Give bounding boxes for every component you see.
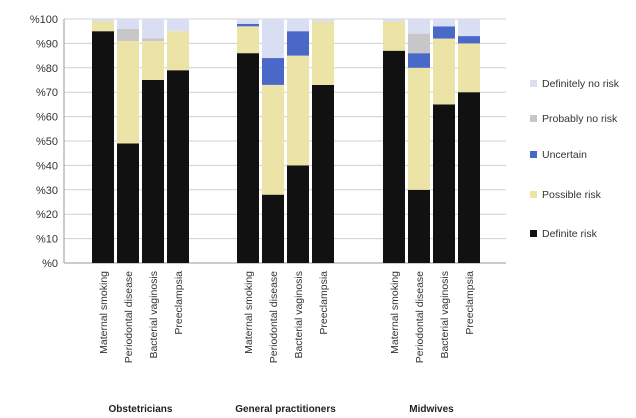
bar-segment-probably-no-risk [142,38,164,41]
bar-segment-possible-risk [142,40,164,80]
y-tick-label: %90 [36,38,58,50]
bar-segment-possible-risk [408,67,430,190]
bar-segment-uncertain [458,36,480,44]
bar-segment-definitely-no-risk [458,19,480,37]
group-label: General practitioners [235,404,336,415]
legend-swatch [530,151,537,158]
bar-segment-definitely-no-risk [312,19,334,22]
bar-segment-definitely-no-risk [262,19,284,59]
legend: Definitely no risk Probably no risk Uncert… [530,78,620,240]
bar-segment-uncertain [433,26,455,39]
bar-segment-definitely-no-risk [142,19,164,39]
legend-label: Definite risk [542,228,598,240]
category-label: Preeclampsia [173,271,185,335]
bar-segment-probably-no-risk [117,28,139,41]
category-label: Periodontal disease [414,271,426,363]
y-tick-label: %80 [36,63,58,75]
category-label: Maternal smoking [243,271,255,354]
legend-swatch [530,80,537,87]
y-tick-label: %10 [36,234,58,246]
category-label: Bacterial vaginosis [439,271,451,359]
bar-segment-possible-risk [237,26,259,54]
bar-segment-definite-risk [383,50,405,263]
bar-segment-definite-risk [117,143,139,263]
bar-segment-uncertain [287,31,309,56]
bar-segment-definite-risk [312,84,334,263]
y-tick-label: %30 [36,185,58,197]
y-tick-label: %70 [36,87,58,99]
bar-segment-definitely-no-risk [167,19,189,32]
bar-segment-definite-risk [237,53,259,263]
category-labels: Maternal smoking Periodontal disease Bacte… [98,271,476,363]
y-tick-label: %40 [36,160,58,172]
category-label: Preeclampsia [464,271,476,335]
bar-segment-possible-risk [458,43,480,93]
bar-segment-definite-risk [287,165,309,263]
bar-segment-definite-risk [92,31,114,264]
bar-segment-definite-risk [167,70,189,264]
group-label: Obstetricians [109,404,173,415]
category-label: Periodontal disease [268,271,280,363]
bar-segment-uncertain [262,58,284,85]
category-label: Maternal smoking [98,271,110,354]
bar-segment-definitely-no-risk [287,19,309,32]
legend-label: Uncertain [542,149,587,161]
bar-segment-possible-risk [383,21,405,51]
bar-segment-definitely-no-risk [433,19,455,27]
y-tick-label: %60 [36,112,58,124]
y-tick-label: %20 [36,209,58,221]
bar-segment-definitely-no-risk [383,19,405,22]
category-label: Preeclampsia [318,271,330,335]
legend-swatch [530,230,537,237]
bar-segment-possible-risk [262,84,284,195]
bar-segment-possible-risk [433,38,455,105]
group-label: Midwives [409,404,454,415]
legend-swatch [530,191,537,198]
bar-segment-uncertain [408,53,430,68]
category-label: Periodontal disease [123,271,135,363]
legend-swatch [530,115,537,122]
bar-segment-possible-risk [312,21,334,85]
group-labels: Obstetricians General practitioners Midwiv… [109,404,455,415]
bar-segment-possible-risk [92,21,114,32]
bar-segment-definite-risk [408,189,430,263]
bar-segment-possible-risk [287,55,309,166]
bar-segment-definite-risk [262,194,284,263]
y-tick-label: %100 [30,14,58,26]
legend-label: Definitely no risk [542,78,620,90]
bar-segment-possible-risk [117,40,139,144]
bar-segment-definite-risk [458,92,480,263]
category-label: Bacterial vaginosis [148,271,160,359]
bar-segment-definite-risk [433,104,455,264]
bar-segment-definitely-no-risk [92,19,114,22]
legend-label: Possible risk [542,189,602,201]
bar-segment-uncertain [237,23,259,27]
category-label: Bacterial vaginosis [293,271,305,359]
bar-segment-probably-no-risk [408,33,430,54]
y-tick-label: %50 [36,136,58,148]
bars [92,19,480,264]
legend-label: Probably no risk [542,113,618,125]
y-tick-label: %0 [42,258,58,270]
bar-segment-definitely-no-risk [408,19,430,34]
y-axis-ticks: %0 %10 %20 %30 %40 %50 %60 %70 %80 %90 %100 [30,14,58,270]
bar-segment-definitely-no-risk [237,19,259,24]
bar-segment-definite-risk [142,80,164,263]
bar-segment-definitely-no-risk [117,19,139,29]
bar-segment-possible-risk [167,31,189,71]
category-label: Maternal smoking [389,271,401,354]
